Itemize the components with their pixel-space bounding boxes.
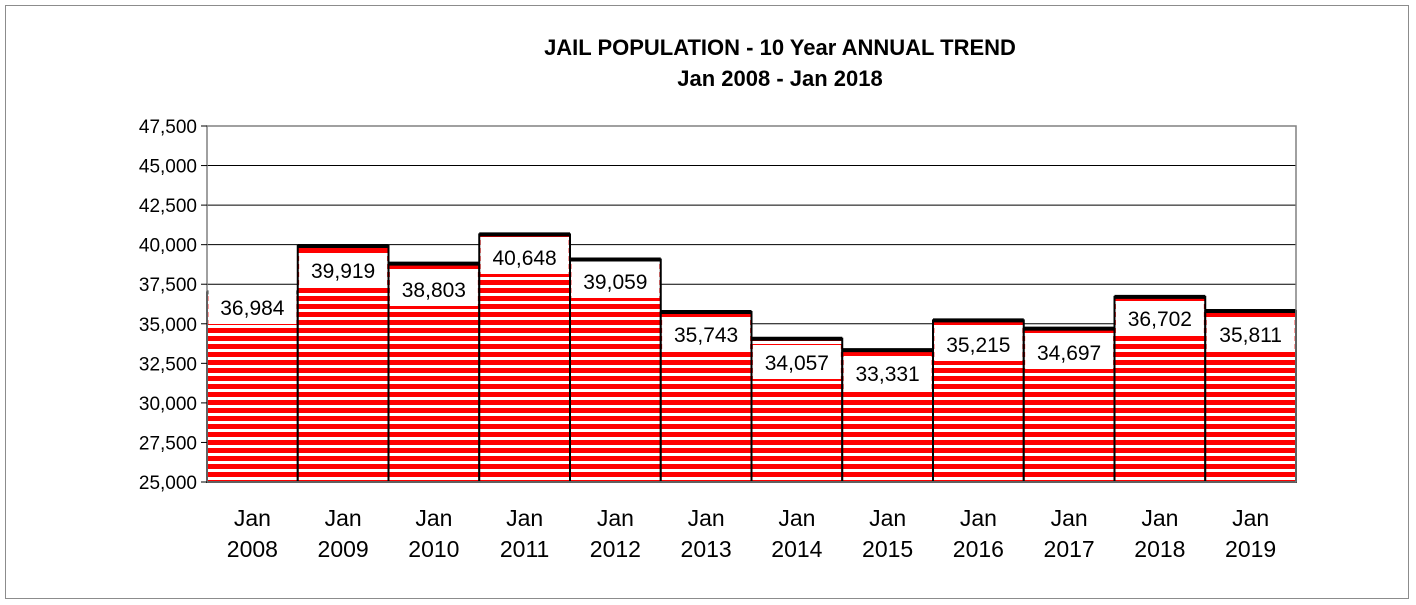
data-label: 35,743 <box>674 324 738 347</box>
x-category-label: 2017 <box>1044 536 1095 562</box>
data-label-box <box>934 327 1023 361</box>
data-label: 36,984 <box>220 297 285 320</box>
x-category-label: 2014 <box>771 536 822 562</box>
x-category-label: Jan <box>325 505 362 531</box>
data-label: 35,811 <box>1219 324 1282 347</box>
y-axis-ticks: 25,000 27,500 30,000 32,500 35,000 37,500 40,0… <box>139 117 207 494</box>
data-label-box <box>843 356 932 390</box>
data-label-box <box>389 272 478 306</box>
data-labels: 36,984 39,919 38,803 40,648 39,059 35,743 34,0… <box>208 240 1295 390</box>
y-tick-label: 42,500 <box>139 196 197 217</box>
x-category-label: 2012 <box>590 536 641 562</box>
x-category-label: 2008 <box>227 536 278 562</box>
y-tick-label: 30,000 <box>139 394 197 415</box>
data-label: 35,215 <box>946 334 1010 357</box>
data-label-box <box>752 345 841 379</box>
chart-title: JAIL POPULATION - 10 Year ANNUAL TREND <box>544 35 1016 60</box>
x-category-label: 2010 <box>408 536 459 562</box>
data-label: 36,702 <box>1128 308 1192 331</box>
x-category-label: 2013 <box>681 536 732 562</box>
data-label-box <box>1115 301 1204 335</box>
y-tick-label: 37,500 <box>139 275 197 296</box>
x-category-label: Jan <box>1141 505 1178 531</box>
x-category-label: Jan <box>234 505 271 531</box>
y-tick-label: 45,000 <box>139 157 197 178</box>
y-tick-label: 35,000 <box>139 315 197 336</box>
x-axis-categories: Jan 2008 Jan 2009 Jan 2010 Jan 2011 Jan 2012 Jan 20… <box>227 505 1276 562</box>
y-tick-label: 40,000 <box>139 236 197 257</box>
x-category-label: Jan <box>415 505 452 531</box>
data-label-box <box>662 317 751 351</box>
x-category-label: 2009 <box>318 536 369 562</box>
x-category-label: Jan <box>1232 505 1269 531</box>
data-label: 33,331 <box>856 363 920 386</box>
data-label-box <box>571 264 660 298</box>
y-tick-label: 27,500 <box>139 433 197 454</box>
data-label: 39,919 <box>311 260 375 283</box>
x-category-label: Jan <box>506 505 543 531</box>
x-category-label: 2011 <box>500 536 549 562</box>
data-label: 34,697 <box>1037 342 1101 365</box>
x-category-label: Jan <box>597 505 634 531</box>
data-label-box <box>1206 317 1295 351</box>
y-tick-label: 32,500 <box>139 354 197 375</box>
data-label-box <box>480 240 569 274</box>
x-category-label: Jan <box>1051 505 1088 531</box>
x-category-label: 2019 <box>1225 536 1276 562</box>
plot-area-border <box>206 125 1297 483</box>
x-category-label: 2016 <box>953 536 1004 562</box>
data-label-box <box>299 253 388 287</box>
data-label: 40,648 <box>493 247 557 270</box>
x-category-label: 2018 <box>1134 536 1185 562</box>
y-tick-label: 25,000 <box>139 473 197 494</box>
x-category-label: Jan <box>869 505 906 531</box>
data-label: 34,057 <box>765 352 829 375</box>
x-category-label: Jan <box>688 505 725 531</box>
x-category-label: Jan <box>960 505 997 531</box>
x-category-label: Jan <box>778 505 815 531</box>
chart-subtitle: Jan 2008 - Jan 2018 <box>677 66 882 91</box>
y-tick-label: 47,500 <box>139 117 197 138</box>
data-label-box <box>1025 335 1114 369</box>
data-label: 38,803 <box>402 279 466 302</box>
data-label: 39,059 <box>583 271 647 294</box>
x-category-label: 2015 <box>862 536 913 562</box>
data-label-box <box>208 290 297 324</box>
